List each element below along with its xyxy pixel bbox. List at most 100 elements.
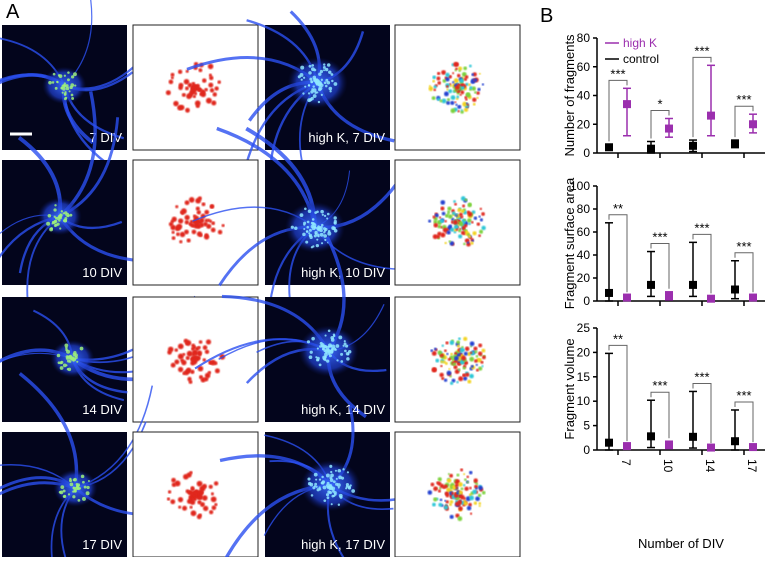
significance-bracket — [608, 344, 628, 442]
mito-signal — [332, 480, 336, 484]
mito-signal — [323, 499, 327, 503]
mito-signal — [75, 484, 80, 488]
fragment — [210, 492, 214, 496]
fragment — [194, 100, 201, 107]
fragment — [471, 220, 474, 224]
fragment — [472, 102, 476, 106]
fragment — [443, 378, 448, 382]
fragment — [455, 214, 459, 217]
significance-bracket — [650, 391, 670, 439]
mito-signal — [333, 221, 336, 225]
mito-signal — [331, 226, 336, 230]
fragment — [473, 78, 478, 82]
fragment — [439, 372, 444, 378]
fragment — [465, 361, 469, 365]
fragment — [440, 364, 443, 368]
fragment — [469, 64, 472, 68]
fragment — [459, 212, 463, 217]
fragment — [457, 109, 460, 113]
point — [623, 442, 631, 451]
fragment — [210, 496, 217, 503]
fragment — [439, 216, 442, 219]
fragment — [176, 223, 183, 230]
mito-signal — [305, 240, 309, 244]
fragment — [468, 502, 472, 507]
fragment — [458, 490, 463, 495]
fragment — [188, 197, 195, 203]
fragment — [473, 346, 478, 351]
fragment — [192, 94, 196, 99]
fragment — [460, 109, 463, 112]
fragment — [451, 358, 455, 361]
fragment — [452, 72, 455, 75]
fragment — [446, 98, 450, 102]
fragment — [458, 234, 463, 239]
mito-signal — [322, 227, 327, 231]
mito-signal — [323, 69, 326, 72]
fragment — [451, 211, 456, 216]
mito-signal — [327, 329, 331, 333]
fragment — [474, 91, 477, 94]
fragment — [469, 495, 474, 501]
fragment — [176, 232, 180, 237]
fragment — [190, 357, 195, 362]
y-tick-label: 20 — [577, 271, 591, 285]
mito-signal — [65, 355, 69, 359]
fragment — [449, 502, 452, 506]
fragment — [469, 351, 473, 355]
fragment — [463, 351, 468, 356]
fragment — [454, 101, 457, 104]
reconstruction — [394, 159, 521, 286]
fragment — [181, 92, 186, 97]
mito-signal — [311, 336, 315, 341]
point — [665, 292, 673, 301]
mito-signal — [329, 478, 334, 482]
mito-signal — [314, 91, 318, 94]
fragment — [463, 66, 468, 71]
fragment — [192, 491, 198, 497]
mito-signal — [87, 479, 90, 482]
mito-signal — [68, 90, 71, 93]
fragment — [440, 354, 444, 358]
fragment — [462, 101, 468, 107]
fragment — [175, 205, 179, 209]
fragment — [445, 231, 448, 234]
fragment — [198, 340, 203, 344]
mito-signal — [53, 215, 56, 218]
fragment — [446, 230, 451, 235]
fragment — [472, 489, 478, 495]
fragment — [187, 490, 192, 495]
fragment — [444, 499, 447, 502]
fragment — [470, 79, 475, 84]
mito-signal — [345, 483, 350, 487]
mito-signal — [294, 226, 298, 230]
mito-signal — [70, 357, 74, 361]
fragment — [451, 485, 457, 491]
mito-signal — [59, 490, 64, 495]
point — [605, 288, 613, 297]
mito-signal — [326, 359, 330, 363]
significance-label: *** — [694, 369, 709, 384]
mito-signal — [311, 218, 315, 221]
fragment — [173, 100, 179, 107]
mito-signal — [309, 235, 313, 240]
mito-signal — [331, 347, 334, 350]
fragment — [480, 360, 484, 364]
fragment — [182, 505, 188, 511]
fragment — [446, 487, 451, 493]
fragment — [443, 505, 449, 510]
fragment — [204, 349, 210, 354]
fragment — [427, 490, 433, 495]
fragment — [432, 234, 438, 240]
fragment — [482, 491, 486, 495]
mito-signal — [323, 214, 327, 218]
fragment — [456, 491, 459, 495]
panel-label: B — [540, 5, 553, 27]
fragment — [196, 495, 201, 500]
mito-signal — [59, 361, 63, 365]
fragment — [460, 209, 465, 213]
mito-signal — [322, 63, 326, 66]
mito-signal — [320, 481, 324, 485]
caption: 10 DIV — [82, 265, 122, 280]
significance-bracket — [692, 382, 712, 444]
